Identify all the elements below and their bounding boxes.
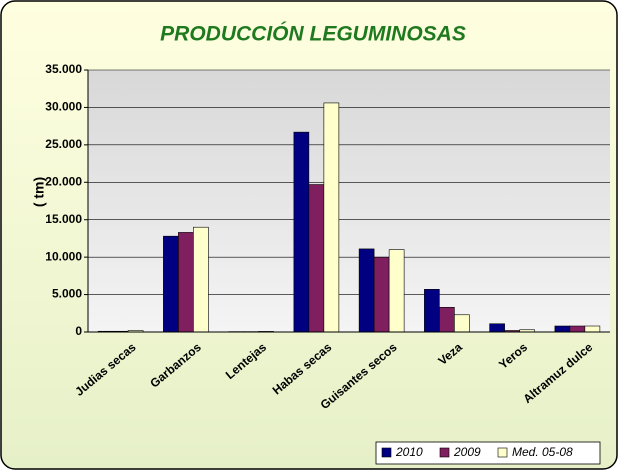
y-tick-label: 20.000 [45, 174, 82, 188]
bar [193, 226, 209, 333]
legend-label: Med. 05-08 [512, 445, 573, 459]
bar [569, 325, 586, 333]
legend-swatch [439, 447, 450, 458]
y-tick-label: 30.000 [45, 100, 82, 114]
bar [178, 232, 194, 333]
legend: 2010 2009 Med. 05-08 [375, 441, 601, 465]
bar [163, 235, 179, 333]
y-tick-label: 25.000 [45, 137, 82, 151]
bar [439, 306, 455, 333]
bar [424, 289, 440, 333]
legend-label: 2009 [453, 445, 481, 459]
legend-box [375, 441, 601, 465]
y-tick-label: 35.000 [45, 62, 82, 76]
bar [373, 256, 390, 333]
bar [454, 314, 470, 333]
legend-label: 2010 [395, 445, 423, 459]
bar [584, 325, 601, 333]
bar [308, 184, 325, 333]
chart-title: PRODUCCIÓN LEGUMINOSAS [160, 22, 466, 46]
legend-swatch [381, 447, 392, 458]
bar [293, 131, 310, 333]
y-tick-label: 15.000 [45, 212, 82, 226]
y-tick-label: 10.000 [45, 249, 82, 263]
legend-swatch [497, 447, 508, 458]
y-axis-label: ( tm) [31, 177, 47, 207]
bar [388, 249, 405, 333]
y-tick-label: 5.000 [52, 287, 82, 301]
bar [489, 323, 505, 333]
y-tick-label: 0 [75, 324, 82, 338]
bar [358, 248, 375, 333]
bar [323, 102, 340, 333]
bar [554, 325, 571, 333]
